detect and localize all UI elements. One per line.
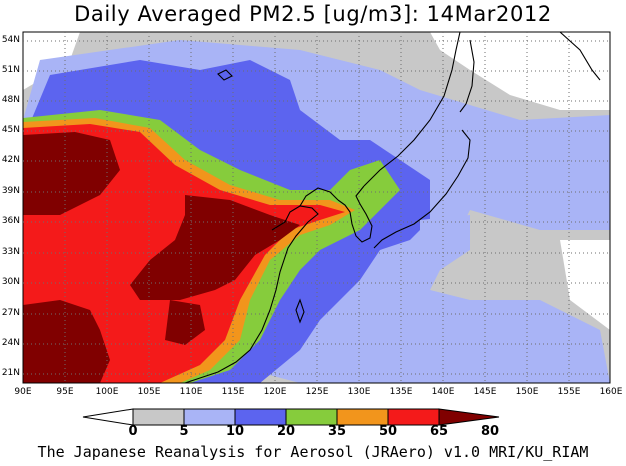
lat-tick-label: 51N xyxy=(1,65,20,75)
lon-tick-label: 115E xyxy=(221,387,245,397)
field-lightblue-patch xyxy=(420,215,470,270)
lon-tick-label: 120E xyxy=(263,387,287,397)
lat-tick-label: 54N xyxy=(1,35,20,45)
field-white-e xyxy=(560,240,610,330)
coast-kamchatka xyxy=(559,32,601,81)
lon-tick-label: 110E xyxy=(179,387,203,397)
lat-tick-label: 21N xyxy=(1,368,20,378)
colorbar-segment xyxy=(387,408,440,426)
lon-tick-label: 130E xyxy=(347,387,371,397)
coast-korea xyxy=(337,185,373,243)
lon-tick-label: 145E xyxy=(473,387,497,397)
colorbar-segment xyxy=(285,408,338,426)
coast-russia xyxy=(363,32,461,187)
lat-tick-label: 33N xyxy=(1,247,20,257)
coastlines xyxy=(184,32,601,383)
coast-lake xyxy=(217,69,233,81)
lon-tick-label: 135E xyxy=(389,387,413,397)
colorbar-segment xyxy=(234,408,287,426)
lat-tick-label: 39N xyxy=(1,186,20,196)
lat-tick-label: 27N xyxy=(1,308,20,318)
lat-tick-label: 48N xyxy=(1,95,20,105)
lat-lon-grid xyxy=(23,32,610,383)
field-darkred-s xyxy=(165,300,205,345)
lat-tick-label: 36N xyxy=(1,216,20,226)
colorbar-segment xyxy=(336,408,389,426)
lon-tick-label: 125E xyxy=(305,387,329,397)
field-darkred-sw xyxy=(23,300,110,383)
coast-bohai xyxy=(299,187,339,207)
lon-tick-label: 150E xyxy=(515,387,539,397)
lon-tick-label: 95E xyxy=(56,387,74,397)
colorbar-tick-label: 10 xyxy=(225,424,245,439)
coast-taiwan xyxy=(295,298,305,324)
field-darkred-central xyxy=(130,195,300,300)
lon-tick-label: 155E xyxy=(557,387,581,397)
colorbar-tick-label: 65 xyxy=(429,424,449,439)
lat-tick-label: 42N xyxy=(1,155,20,165)
colorbar-tick-label: 20 xyxy=(276,424,296,439)
colorbar-tick-label: 35 xyxy=(327,424,347,439)
lat-tick-label: 30N xyxy=(1,277,20,287)
lat-tick-label: 24N xyxy=(1,338,20,348)
lon-tick-label: 160E xyxy=(599,387,623,397)
colorbar-arrow-high xyxy=(438,408,500,426)
colorbar-segment xyxy=(132,408,185,426)
colorbar-tick-label: 50 xyxy=(378,424,398,439)
colorbar-tick-label: 5 xyxy=(179,424,189,439)
field-darkred-nw xyxy=(23,132,120,215)
colorbar-arrow-low xyxy=(82,408,134,426)
colorbar-segment xyxy=(183,408,236,426)
coast-sakhalin xyxy=(459,39,475,113)
footer-credit: The Japanese Reanalysis for Aerosol (JRA… xyxy=(37,443,589,461)
colorbar-tick-label: 0 xyxy=(128,424,138,439)
map-title: Daily Averaged PM2.5 [ug/m3]: 14Mar2012 xyxy=(74,2,552,26)
colorbar xyxy=(82,408,500,426)
lon-tick-label: 105E xyxy=(137,387,161,397)
coast-japan xyxy=(373,129,471,249)
lat-tick-label: 45N xyxy=(1,125,20,135)
lon-tick-label: 90E xyxy=(14,387,32,397)
lon-tick-label: 140E xyxy=(431,387,455,397)
colorbar-tick-label: 80 xyxy=(480,424,500,439)
lon-tick-label: 100E xyxy=(95,387,119,397)
